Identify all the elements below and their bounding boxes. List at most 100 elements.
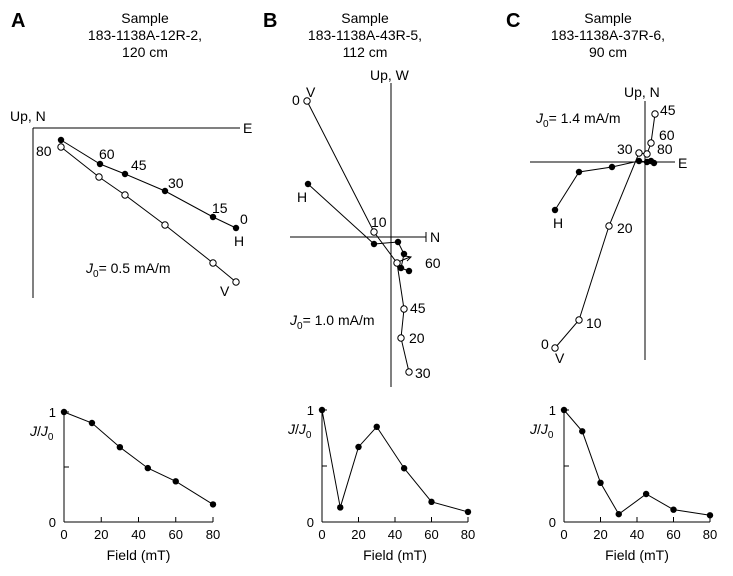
decay-c-data-point: [706, 512, 714, 519]
zijderveld-c-intensity-sub: 0: [543, 119, 549, 130]
zijderveld-b: [290, 83, 427, 387]
zijderveld-a-intensity-value: = 0.5 mA/m: [99, 260, 171, 276]
decay-c-y-label-symbol: J: [529, 421, 538, 437]
decay-c-data-point: [560, 406, 568, 414]
zijderveld-b-pointer-head: [404, 255, 413, 262]
decay-c-y-label-sub: 0: [548, 430, 554, 441]
decay-c-data-point: [579, 428, 586, 435]
decay-b-y-label: J/J0: [287, 421, 312, 441]
zijderveld-a-v-point: [232, 278, 240, 286]
zijderveld-c-v-point: [605, 222, 613, 230]
zijderveld-a-intensity: J0= 0.5 mA/m: [85, 260, 171, 280]
zijderveld-c-horizontal-line: [554, 160, 655, 211]
zijderveld-a-intensity-symbol: J: [85, 260, 94, 276]
zijderveld-c-h-series-label: H: [553, 215, 563, 231]
zijderveld-c-v-point: [651, 110, 659, 118]
decay-c-x-tick-label: 60: [666, 527, 680, 542]
decay-c-data-point: [670, 506, 677, 513]
zijderveld-c-h-point: [575, 168, 583, 176]
zijderveld-c-east-label: E: [678, 155, 687, 171]
zijderveld-a-h-point: [209, 213, 217, 221]
decay-a-data-point: [88, 419, 96, 427]
sample-title-c-line3: 90 cm: [588, 44, 628, 60]
zijderveld-b-v-point: [303, 97, 311, 105]
zijderveld-c-step-label: 60: [659, 127, 675, 143]
zijderveld-b-h-point: [400, 250, 408, 258]
zijderveld-c-step-label: 10: [586, 315, 602, 331]
decay-a-x-tick-label: 0: [60, 527, 67, 542]
zijderveld-c-h-point: [650, 159, 658, 167]
decay-c-y-label-symbol2: J: [540, 421, 549, 437]
decay-b-series-line: [321, 409, 469, 513]
decay-b-x-label: Field (mT): [363, 547, 427, 563]
decay-b-x-tick-label: 60: [424, 527, 438, 542]
zijderveld-c-intensity-symbol: J: [535, 110, 544, 126]
zijderveld-a-v-point: [121, 191, 129, 199]
zijderveld-b-intensity-value: = 1.0 mA/m: [303, 312, 375, 328]
sample-title-c: Sample 183-1138A-37R-6, 90 cm: [518, 10, 698, 61]
decay-b-y-label-sub: 0: [306, 430, 312, 441]
zijderveld-a: [32, 127, 240, 298]
zijderveld-a-h-point: [121, 170, 129, 178]
zijderveld-b-v-point: [393, 259, 401, 267]
zijderveld-a-step-label: 45: [131, 157, 147, 173]
zijderveld-a-up-label: Up, N: [10, 108, 46, 124]
panel-letter-a: A: [11, 10, 26, 32]
decay-c-data-point: [642, 490, 650, 498]
zijderveld-b-north-label: N: [430, 229, 440, 245]
decay-a-data-point: [144, 464, 152, 472]
decay-a-y-tick-label: 0: [49, 515, 56, 530]
zijderveld-b-up-label: Up, W: [370, 67, 410, 83]
zijderveld-b-horizontal-points: [304, 180, 413, 275]
decay-c-data-point: [597, 479, 604, 486]
zijderveld-c-step-label: 0: [541, 336, 549, 352]
zijderveld-a-step-label: 0: [240, 211, 248, 227]
zijderveld-b-v-point: [400, 305, 408, 313]
decay-a-x-tick-label: 20: [94, 527, 108, 542]
zijderveld-b-intensity: J0= 1.0 mA/m: [289, 312, 375, 332]
zijderveld-c-step-label: 80: [657, 141, 673, 157]
decay-a-x-tick-label: 60: [169, 527, 183, 542]
decay-c-y-tick-label: 0: [549, 515, 556, 530]
zijderveld-b-step-label: 10: [371, 214, 387, 230]
decay-b-y-label-symbol2: J: [298, 421, 307, 437]
zijderveld-a-h-point: [232, 224, 240, 232]
zijderveld-a-intensity-sub: 0: [93, 269, 99, 280]
decay-a-series-line: [63, 411, 214, 505]
sample-title-a: Sample 183-1138A-12R-2, 120 cm: [55, 10, 235, 61]
zijderveld-b-v-point: [397, 334, 405, 342]
decay-b-y-label-sep: /: [295, 421, 299, 437]
zijderveld-c-intensity-value: = 1.4 mA/m: [549, 110, 621, 126]
zijderveld-a-h-point: [57, 136, 65, 144]
zijderveld-c-h-point: [551, 206, 559, 214]
decay-b-y-tick-label: 0: [307, 515, 314, 530]
zijderveld-c-v-point: [643, 150, 651, 158]
zijderveld-c: [530, 101, 675, 360]
zijderveld-a-step-label: 60: [99, 146, 115, 162]
decay-b-x-tick-label: 40: [388, 527, 402, 542]
zijderveld-c-horizontal-points: [551, 157, 658, 214]
sample-title-c-line2: 183-1138A-37R-6,: [550, 27, 666, 43]
zijderveld-b-v-point: [405, 368, 413, 376]
sample-title-b-line3: 112 cm: [342, 44, 388, 60]
sample-title-a-line1: Sample: [121, 10, 169, 26]
decay-b-y-tick-label: 1: [307, 403, 314, 418]
decay-c-data-point: [615, 510, 622, 518]
panel-letter-c: C: [506, 10, 521, 32]
zijderveld-c-step-label: 45: [660, 102, 676, 118]
zijderveld-b-step-label: 45: [410, 300, 426, 316]
decay-a-y-label-symbol: J: [29, 423, 38, 439]
sample-title-a-line2: 183-1138A-12R-2,: [87, 27, 203, 43]
zijderveld-a-horizontal-points: [57, 136, 240, 232]
decay-b-x-tick-label: 20: [351, 527, 365, 542]
decay-c-x-tick-label: 20: [593, 527, 607, 542]
zijderveld-b-step-label: 20: [409, 330, 425, 346]
decay-c-y-label-sep: /: [537, 421, 541, 437]
sample-title-c-line1: Sample: [584, 10, 632, 26]
zijderveld-a-horizontal-line: [60, 139, 237, 229]
zijderveld-b-v-zero-label: 0: [292, 92, 300, 108]
zijderveld-c-v-point: [575, 316, 583, 324]
zijderveld-b-h-point: [304, 180, 312, 188]
